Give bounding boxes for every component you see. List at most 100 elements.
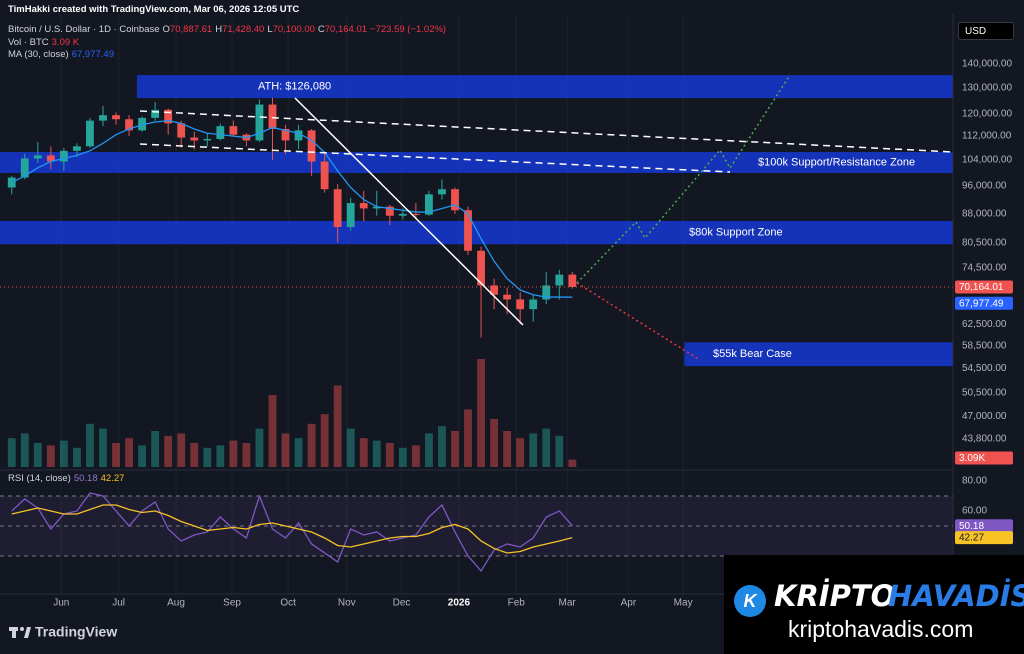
y-tick-label: 104,000.00 bbox=[962, 155, 1012, 166]
candle-body bbox=[477, 250, 485, 286]
site-url: kriptohavadis.com bbox=[788, 616, 973, 642]
volume-bar bbox=[7, 438, 16, 467]
candle-body bbox=[216, 126, 225, 139]
volume-bar bbox=[477, 359, 485, 467]
candle-body bbox=[190, 137, 199, 141]
rsi-tick-label: 60.00 bbox=[962, 506, 987, 517]
volume-bar bbox=[385, 443, 394, 467]
ohlc-key: L bbox=[267, 24, 273, 35]
y-tick-label: 96,000.00 bbox=[962, 180, 1007, 191]
volume-bar bbox=[503, 431, 512, 467]
x-tick-label: Aug bbox=[167, 598, 185, 609]
rsi-value: 50.18 bbox=[73, 473, 98, 484]
credit: TimHakki created with TradingView.com, M… bbox=[8, 4, 300, 15]
x-tick-label: Apr bbox=[621, 598, 637, 609]
ma-value: 67,977.49 bbox=[71, 49, 114, 60]
volume-bar bbox=[516, 438, 525, 467]
candle-body bbox=[7, 177, 16, 188]
volume-bar bbox=[346, 428, 355, 467]
x-tick-label: Oct bbox=[280, 598, 296, 609]
volume-bar bbox=[59, 440, 68, 467]
rsi-ma-value: 42.27 bbox=[100, 473, 125, 484]
x-tick-label: Nov bbox=[338, 598, 356, 609]
volume-bar bbox=[451, 431, 459, 467]
symbol: Bitcoin / U.S. Dollar · 1D · Coinbase bbox=[8, 24, 160, 35]
volume-bar bbox=[438, 426, 446, 467]
ma-last-label-box bbox=[955, 296, 1013, 310]
candle-body bbox=[281, 128, 290, 141]
volume-bar bbox=[542, 428, 551, 467]
candle-body bbox=[203, 138, 212, 141]
candle-body bbox=[320, 161, 329, 190]
watermark: K KRİPTO HAVADİS kriptohavadis.com bbox=[724, 555, 1024, 654]
volume-bar bbox=[73, 447, 81, 467]
zone bbox=[0, 152, 953, 173]
ma-name: MA (30, close) bbox=[8, 49, 69, 60]
candle-body bbox=[372, 206, 381, 209]
candle-body bbox=[398, 213, 407, 216]
volume-bar bbox=[203, 447, 212, 467]
candle-body bbox=[229, 126, 238, 135]
volume-value: 3.09 K bbox=[51, 37, 80, 48]
volume-bar bbox=[177, 433, 186, 467]
candle-body bbox=[438, 189, 446, 195]
ma-line bbox=[11, 119, 573, 298]
y-tick-label: 43,800.00 bbox=[962, 434, 1007, 445]
rsi-ma-last-label-box bbox=[955, 531, 1013, 545]
ohlc-key: C bbox=[317, 24, 325, 35]
y-tick-label: 140,000.00 bbox=[962, 59, 1012, 70]
volume-bar bbox=[112, 443, 120, 467]
volume-bar bbox=[372, 440, 381, 467]
rsi-legend: RSI (14, close) 50.18 42.27 bbox=[8, 473, 127, 484]
volume-bar bbox=[216, 445, 225, 467]
candle-body bbox=[59, 150, 68, 162]
candle-body bbox=[112, 115, 120, 120]
volume-bar bbox=[568, 459, 577, 467]
y-tick-label: 130,000.00 bbox=[962, 83, 1012, 94]
zone-label: $80k Support Zone bbox=[689, 226, 783, 238]
volume-bar bbox=[294, 438, 303, 467]
currency-button[interactable]: USD bbox=[958, 22, 1014, 40]
volume-bar bbox=[33, 443, 42, 467]
candle-body bbox=[451, 189, 459, 211]
candle-body bbox=[503, 294, 512, 300]
ohlc-value: 70,887.61 bbox=[169, 24, 213, 35]
last-price-label: 70,164.01 bbox=[959, 282, 1004, 293]
change: −723.59 (−1.02%) bbox=[370, 24, 447, 35]
candle-body bbox=[177, 123, 186, 138]
logo-glyph bbox=[12, 627, 16, 638]
rsi-ma-line bbox=[11, 504, 573, 554]
volume-name: Vol · BTC bbox=[8, 37, 49, 48]
x-tick-label: Sep bbox=[223, 598, 241, 609]
candle-body bbox=[73, 146, 81, 151]
rsi-last-label-box bbox=[955, 519, 1013, 533]
candle-body bbox=[385, 206, 394, 216]
y-tick-label: 74,500.00 bbox=[962, 262, 1007, 273]
x-tick-label: May bbox=[674, 598, 693, 609]
watermark-logo bbox=[734, 585, 766, 617]
volume-bar bbox=[190, 443, 199, 467]
volume-bar bbox=[307, 423, 316, 467]
volume-bar bbox=[333, 385, 342, 467]
symbol-legend: Bitcoin / U.S. Dollar · 1D · Coinbase O70… bbox=[8, 24, 449, 35]
rsi-ma-last-label: 42.27 bbox=[959, 533, 984, 544]
candle-body bbox=[346, 203, 355, 227]
candle-body bbox=[164, 109, 173, 124]
candle-body bbox=[516, 299, 525, 310]
candle-body bbox=[151, 109, 160, 118]
site-name: HAVADİS bbox=[888, 579, 1024, 613]
volume-bar bbox=[99, 428, 107, 467]
candle-body bbox=[33, 155, 42, 159]
candle-body bbox=[294, 130, 303, 141]
candle-body bbox=[411, 213, 420, 215]
x-tick-label: Jun bbox=[53, 598, 69, 609]
logo-glyph bbox=[20, 627, 24, 631]
volume-bar bbox=[320, 414, 329, 467]
ohlc-value: 70,164.01 bbox=[324, 24, 368, 35]
candle-body bbox=[86, 120, 94, 147]
candle-body bbox=[46, 155, 55, 162]
volume-bar bbox=[164, 435, 173, 467]
volume-bar bbox=[125, 438, 133, 467]
watermark-logo-letter: K bbox=[744, 591, 759, 611]
